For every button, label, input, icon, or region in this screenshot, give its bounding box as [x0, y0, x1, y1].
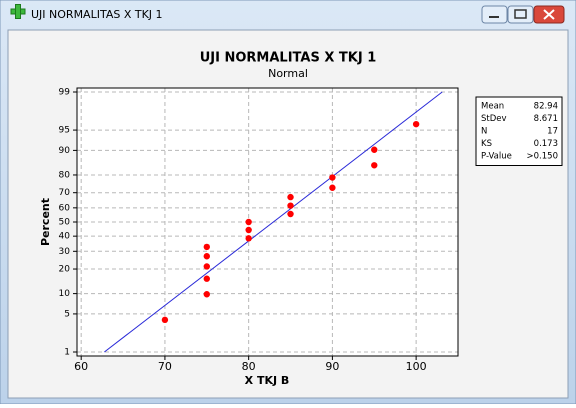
stats-box: [475, 96, 563, 166]
data-point: [203, 291, 210, 298]
x-tick-label: 70: [158, 360, 172, 373]
x-tick-label: 60: [74, 360, 88, 373]
data-point: [287, 193, 294, 201]
y-tick-label: 95: [59, 126, 70, 136]
data-point: [203, 275, 210, 282]
stats-label: KS: [481, 139, 492, 149]
y-tick-label: 20: [59, 265, 71, 275]
chart-subtitle: Normal: [268, 67, 308, 80]
data-point: [161, 316, 169, 324]
stats-label: P-Value: [481, 152, 512, 162]
data-point: [329, 184, 336, 191]
close-button[interactable]: [533, 5, 565, 24]
data-point: [203, 263, 210, 270]
stats-value: >0.150: [527, 152, 558, 162]
data-point: [245, 218, 252, 226]
y-tick-label: 70: [59, 188, 71, 198]
stats-value: 17: [547, 127, 558, 137]
y-tick-label: 60: [59, 203, 71, 213]
data-point: [329, 174, 336, 181]
y-tick-label: 99: [59, 88, 71, 98]
x-axis-label: X TKJ B: [245, 374, 290, 387]
x-tick-label: 90: [325, 360, 339, 373]
stats-value: 0.173: [534, 139, 558, 149]
y-axis-label: Percent: [39, 198, 52, 246]
x-tick-label: 80: [242, 360, 256, 373]
y-tick-label: 5: [64, 309, 70, 319]
y-tick-label: 1: [64, 348, 70, 358]
data-point: [245, 235, 252, 242]
stats-value: 8.671: [534, 114, 558, 124]
data-point: [412, 120, 420, 128]
data-point: [245, 226, 252, 234]
y-tick-label: 30: [59, 247, 71, 257]
maximize-button[interactable]: [507, 5, 534, 24]
data-point: [203, 253, 210, 260]
chart-title: UJI NORMALITAS X TKJ 1: [200, 51, 377, 66]
stats-label: Mean: [481, 102, 504, 112]
stats-label: N: [481, 127, 487, 137]
app-icon: [10, 4, 26, 19]
data-point: [287, 202, 294, 209]
minimize-button[interactable]: [481, 5, 508, 24]
y-tick-label: 40: [59, 232, 71, 242]
fit-line: [104, 91, 443, 353]
y-tick-label: 90: [59, 146, 71, 156]
y-tick-label: 50: [59, 218, 71, 228]
y-tick-label: 80: [59, 170, 71, 180]
data-point: [371, 162, 378, 169]
data-point: [287, 210, 294, 218]
y-tick-label: 10: [59, 289, 71, 299]
plot-frame: [76, 87, 459, 357]
x-tick-label: 100: [406, 360, 427, 373]
data-point: [203, 243, 210, 251]
stats-label: StDev: [481, 114, 507, 124]
stats-value: 82.94: [534, 102, 558, 112]
data-point: [371, 146, 378, 153]
window-title: UJI NORMALITAS X TKJ 1: [31, 8, 163, 21]
